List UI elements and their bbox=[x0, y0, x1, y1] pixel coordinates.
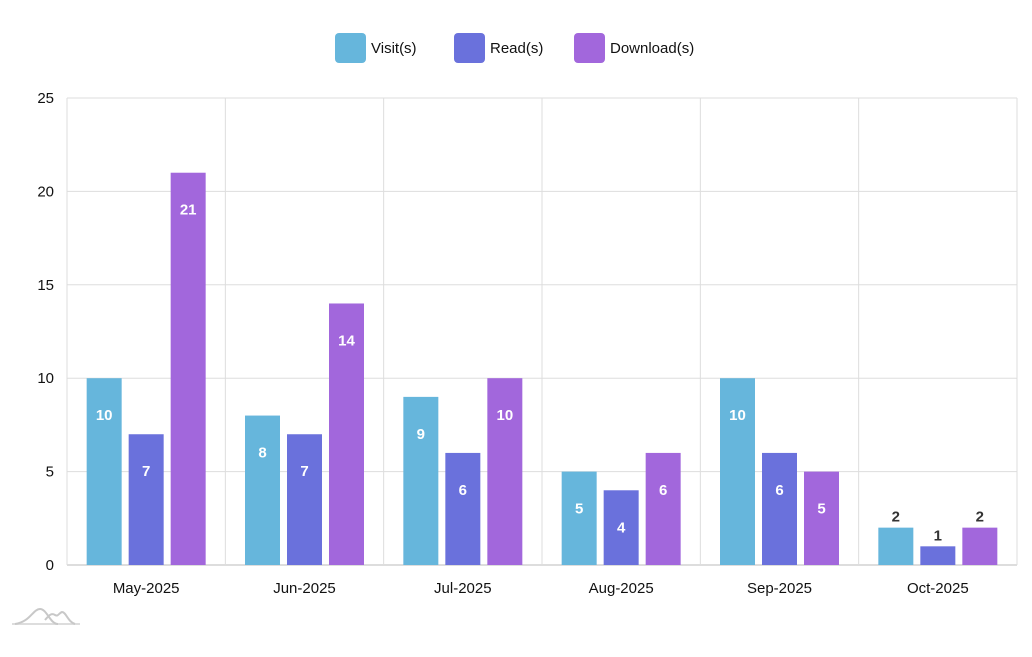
legend-label[interactable]: Read(s) bbox=[490, 40, 543, 57]
x-tick-label: Jul-2025 bbox=[434, 580, 492, 597]
bar[interactable] bbox=[170, 172, 206, 565]
data-label: 7 bbox=[142, 463, 150, 480]
data-label: 14 bbox=[338, 332, 355, 349]
data-label: 9 bbox=[417, 426, 425, 443]
bar[interactable] bbox=[403, 396, 439, 565]
bar[interactable] bbox=[962, 527, 998, 565]
y-tick-label: 25 bbox=[37, 90, 54, 107]
bar[interactable] bbox=[487, 378, 523, 565]
y-tick-label: 15 bbox=[37, 277, 54, 294]
data-label: 2 bbox=[892, 509, 900, 526]
legend-label[interactable]: Download(s) bbox=[610, 40, 694, 57]
x-tick-label: Sep-2025 bbox=[747, 580, 812, 597]
bar[interactable] bbox=[645, 452, 681, 565]
legend-label[interactable]: Visit(s) bbox=[371, 40, 417, 57]
y-tick-label: 20 bbox=[37, 183, 54, 200]
y-tick-label: 10 bbox=[37, 370, 54, 387]
bar[interactable] bbox=[804, 471, 839, 565]
data-label: 5 bbox=[817, 501, 825, 518]
data-label: 10 bbox=[496, 407, 513, 424]
legend-swatch[interactable] bbox=[574, 33, 605, 63]
data-label: 7 bbox=[300, 463, 308, 480]
data-label: 4 bbox=[617, 519, 626, 536]
legend[interactable]: Visit(s) Read(s) Download(s) bbox=[335, 33, 694, 63]
data-label: 6 bbox=[459, 482, 467, 499]
bar[interactable] bbox=[445, 452, 481, 565]
x-tick-label: Jun-2025 bbox=[273, 580, 336, 597]
data-label: 10 bbox=[729, 407, 746, 424]
bar[interactable] bbox=[920, 546, 956, 565]
grid bbox=[66, 97, 1018, 566]
data-label: 8 bbox=[258, 445, 266, 462]
y-tick-label: 5 bbox=[46, 464, 54, 481]
x-tick-label: Oct-2025 bbox=[907, 580, 969, 597]
x-tick-label: May-2025 bbox=[113, 580, 180, 597]
legend-swatch[interactable] bbox=[335, 33, 366, 63]
bar[interactable] bbox=[603, 490, 639, 565]
data-label: 10 bbox=[96, 407, 113, 424]
data-label: 1 bbox=[934, 527, 942, 544]
y-tick-label: 0 bbox=[46, 557, 54, 574]
x-axis: May-2025 Jun-2025 Jul-2025 Aug-2025 Sep-2025… bbox=[113, 580, 969, 597]
legend-swatch[interactable] bbox=[454, 33, 485, 63]
data-label: 21 bbox=[180, 202, 197, 219]
bar[interactable] bbox=[762, 452, 797, 565]
bar[interactable] bbox=[720, 378, 755, 565]
data-label: 6 bbox=[659, 482, 667, 499]
bar[interactable] bbox=[86, 378, 122, 565]
bar[interactable] bbox=[878, 527, 914, 565]
data-label: 2 bbox=[976, 509, 984, 526]
y-axis: 0 5 10 15 20 25 bbox=[37, 90, 54, 574]
x-tick-label: Aug-2025 bbox=[589, 580, 654, 597]
bar[interactable] bbox=[329, 303, 364, 565]
data-label: 5 bbox=[575, 501, 583, 518]
logo-icon bbox=[12, 607, 80, 625]
bar[interactable] bbox=[561, 471, 597, 565]
bar[interactable] bbox=[287, 434, 322, 565]
bar[interactable] bbox=[245, 415, 280, 565]
data-label: 6 bbox=[775, 482, 783, 499]
bar[interactable] bbox=[128, 434, 164, 565]
